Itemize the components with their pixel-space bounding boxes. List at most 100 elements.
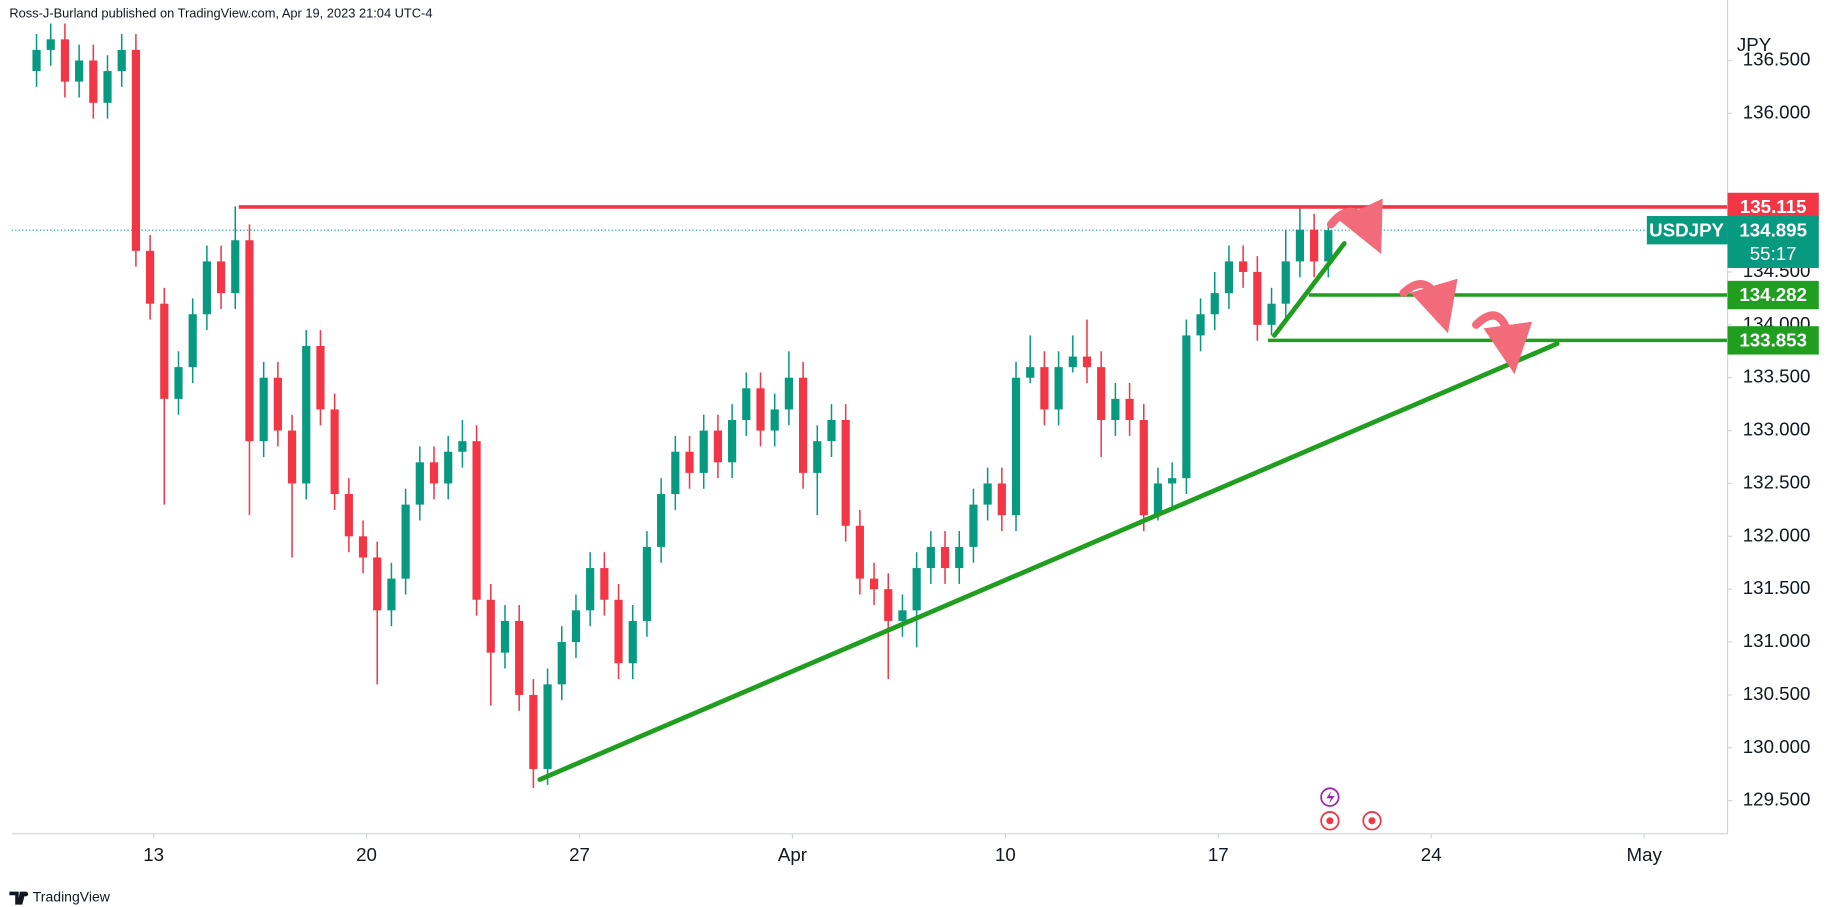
candle-body — [529, 694, 538, 769]
level-price-label: 133.853 — [1739, 329, 1807, 350]
y-tick-label: 133.500 — [1743, 366, 1811, 387]
level-price-label: 134.282 — [1739, 284, 1807, 305]
candle-body — [1182, 335, 1191, 479]
footer-text: TradingView — [33, 888, 111, 904]
candle-body — [955, 546, 964, 569]
x-tick-label: Apr — [778, 844, 807, 865]
candle-body — [1295, 229, 1305, 262]
candle-body — [60, 39, 70, 82]
candle-body — [458, 441, 467, 452]
candle-body — [103, 71, 112, 103]
candle-body — [713, 430, 723, 463]
y-tick-label: 132.500 — [1743, 471, 1811, 492]
candle-body — [188, 314, 197, 368]
candle-body — [557, 642, 566, 685]
event-icon-glyph — [1326, 791, 1335, 805]
candle-body — [784, 377, 793, 410]
currency-label: JPY — [1737, 34, 1772, 55]
x-tick-label: 20 — [356, 844, 377, 865]
candle-body — [429, 462, 439, 484]
candle-body — [1196, 314, 1205, 336]
candle-body — [316, 345, 325, 410]
candle-body — [1239, 261, 1248, 272]
candle-body — [160, 303, 169, 399]
level-price-label: 135.115 — [1740, 196, 1807, 217]
y-tick-label: 129.500 — [1743, 789, 1811, 810]
candle-body — [46, 39, 55, 50]
candle-body — [600, 568, 609, 600]
candle-body — [1011, 377, 1021, 516]
candle-body — [912, 568, 921, 611]
candle-body — [500, 620, 510, 653]
y-tick-label: 136.500 — [1743, 48, 1811, 69]
drawn-arrow — [1326, 198, 1383, 254]
candle-body — [940, 546, 950, 569]
candle-body — [1082, 356, 1092, 368]
plot-area — [11, 23, 1728, 788]
symbol-label: USDJPY — [1649, 219, 1724, 240]
candle-body — [827, 420, 836, 442]
event-icons — [1320, 787, 1382, 831]
candle-body — [543, 684, 552, 769]
level-price-box — [1727, 280, 1819, 310]
candle-body — [898, 610, 907, 621]
x-tick-label: 17 — [1208, 844, 1229, 865]
x-tick-label: 24 — [1421, 844, 1442, 865]
candle-body — [1281, 261, 1290, 304]
x-tick-label: 13 — [143, 844, 164, 865]
candle-body — [1267, 303, 1276, 325]
x-tick-label: May — [1626, 844, 1662, 865]
candle-body — [855, 525, 864, 579]
candle-body — [358, 536, 368, 558]
header: Ross-J-Burland published on TradingView.… — [9, 6, 432, 21]
candle-body — [231, 240, 240, 294]
candle-body — [1153, 483, 1163, 516]
candle-body — [387, 578, 396, 611]
candle-body — [202, 261, 211, 315]
candle-body — [146, 250, 155, 304]
candle-body — [1097, 367, 1106, 421]
candle-body — [657, 494, 666, 547]
drawn-arrow — [1399, 278, 1458, 334]
candle-body — [472, 441, 481, 600]
price-labels: 135.115 134.282 133.853 USDJPY 134.895 55:17 — [1646, 192, 1819, 355]
candle-body — [117, 49, 126, 72]
candle-body — [1068, 356, 1077, 368]
candle-body — [884, 589, 893, 621]
candle-body — [515, 620, 524, 695]
current-price-label: 134.895 — [1739, 219, 1807, 240]
candle-body — [273, 377, 282, 431]
candle-body — [75, 60, 84, 82]
drawn-arrow — [1471, 311, 1533, 375]
candle-body — [699, 430, 708, 473]
current-price-box — [1727, 216, 1819, 268]
candle-body — [344, 494, 353, 537]
y-tick-label: 133.000 — [1743, 418, 1811, 439]
x-tick-label: 10 — [995, 844, 1016, 865]
candle-body — [486, 599, 495, 653]
candle-body — [997, 483, 1006, 516]
candle-body — [841, 420, 850, 526]
candle-body — [685, 451, 694, 473]
candle-body — [330, 409, 339, 495]
candle-body — [983, 483, 992, 505]
candle-body — [969, 504, 978, 547]
candle-body — [32, 49, 41, 72]
x-tick-label: 27 — [569, 844, 590, 865]
candle-body — [1210, 293, 1219, 315]
trendline — [537, 341, 1560, 782]
candle-body — [415, 462, 424, 505]
candle-body — [1324, 230, 1333, 262]
candle-body — [1125, 398, 1134, 421]
candle-body — [586, 568, 595, 611]
candle-body — [671, 451, 680, 495]
footer-logo: TradingView — [9, 888, 111, 905]
candle-body — [216, 261, 226, 294]
candle-body — [1224, 261, 1234, 294]
candle-body — [728, 420, 737, 463]
candle-body — [813, 441, 822, 473]
event-icon-glyph — [1368, 817, 1376, 825]
